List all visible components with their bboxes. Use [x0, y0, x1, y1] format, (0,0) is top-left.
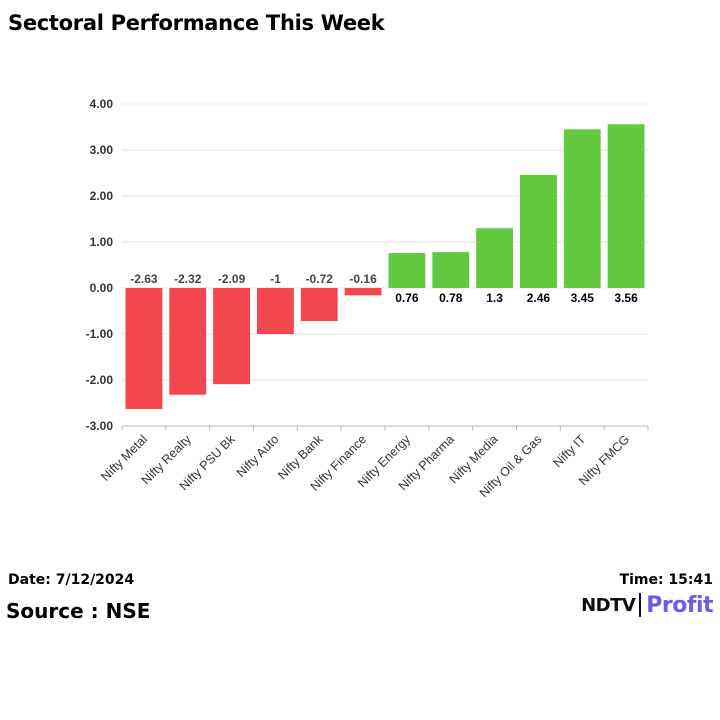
data-label: -0.16	[349, 272, 377, 286]
data-labels-layer: -2.63 -2.32 -2.09 -1 -0.72 -0.16 0.76 0.78 1.3 2.…	[130, 272, 638, 305]
data-label: 2.46	[527, 291, 551, 305]
data-label: 0.78	[439, 291, 463, 305]
bar-nifty-media	[476, 228, 513, 288]
bar-nifty-it	[563, 129, 601, 288]
data-label: -2.63	[130, 272, 158, 286]
chart-title: Sectoral Performance This Week	[8, 11, 385, 35]
data-label: 3.56	[614, 291, 638, 305]
y-tick-label: 3.00	[90, 143, 114, 157]
y-tick-label: -2.00	[86, 373, 114, 387]
x-tick-label: Nifty IT	[550, 432, 588, 470]
bar-nifty-energy	[388, 253, 426, 288]
bar-nifty-realty	[169, 288, 207, 395]
data-label: -2.09	[218, 272, 246, 286]
bar-nifty-auto	[257, 288, 294, 334]
data-label: 0.76	[395, 291, 419, 305]
y-tick-label: 2.00	[90, 189, 114, 203]
source-label: Source : NSE	[6, 599, 151, 623]
bar-nifty-oil-gas	[520, 174, 557, 288]
y-tick-label: 4.00	[90, 97, 114, 111]
data-label: -0.72	[306, 272, 334, 286]
data-label: -1	[270, 272, 281, 286]
logo-profit-text: Profit	[646, 592, 713, 618]
data-label: 3.45	[571, 291, 595, 305]
logo-ndtv-text: NDTV	[581, 594, 636, 616]
bars-layer	[125, 124, 645, 409]
y-tick-label: 0.00	[90, 281, 114, 295]
bar-nifty-metal	[125, 288, 163, 409]
data-label: 1.3	[486, 291, 503, 305]
date-label: Date: 7/12/2024	[8, 572, 135, 588]
y-tick-label: -1.00	[86, 327, 114, 341]
bar-nifty-psu-bk	[213, 288, 250, 385]
y-tick-label: -3.00	[86, 419, 114, 433]
data-label: -2.32	[174, 272, 202, 286]
logo-divider	[639, 593, 642, 617]
time-label: Time: 15:41	[619, 572, 713, 588]
bar-nifty-bank	[300, 288, 338, 322]
ndtv-profit-logo: NDTV Profit	[581, 590, 713, 620]
bar-chart: -2.63 -2.32 -2.09 -1 -0.72 -0.16 0.76 0.78 1.3 2.…	[86, 97, 649, 500]
y-tick-label: 1.00	[90, 235, 114, 249]
y-axis: 4.00 3.00 2.00 1.00 0.00 -1.00 -2.00 -3.00	[86, 97, 114, 433]
bar-nifty-fmcg	[607, 124, 645, 289]
bar-nifty-finance	[344, 288, 382, 296]
bar-nifty-pharma	[432, 252, 470, 288]
